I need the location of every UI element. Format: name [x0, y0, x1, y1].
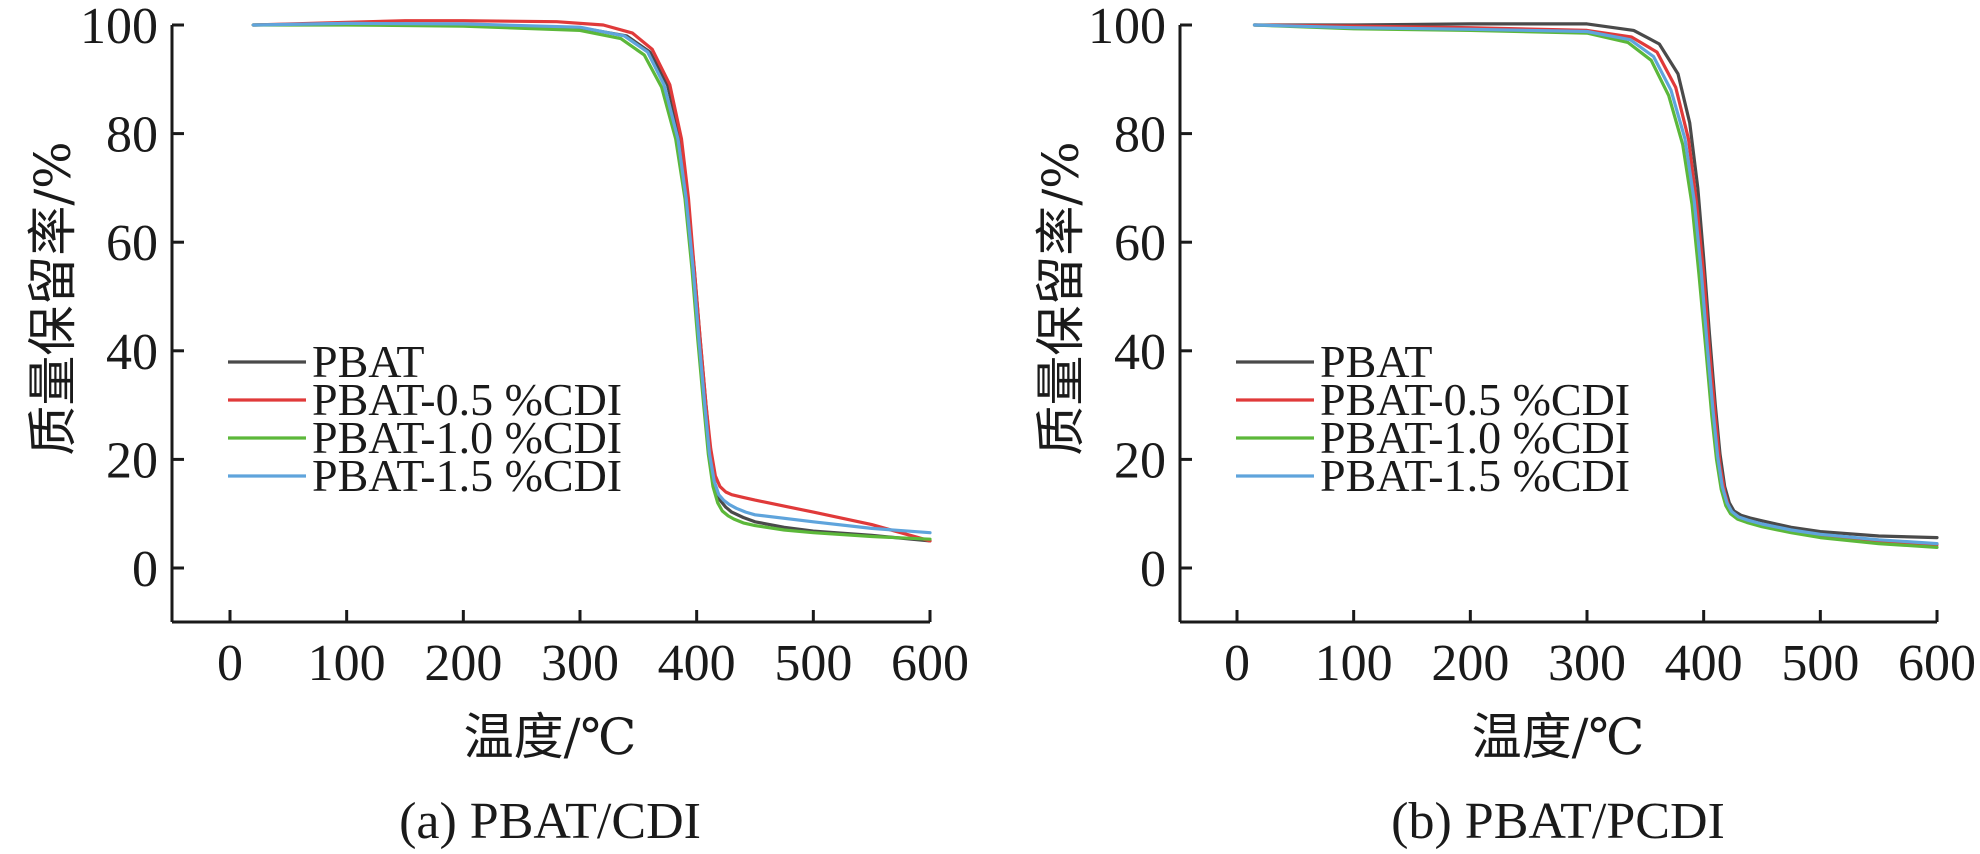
legend-label: PBAT-1.5 %CDI	[1320, 450, 1630, 501]
x-tick-label: 100	[308, 635, 386, 692]
y-axis-title: 质量保留率/%	[1032, 141, 1090, 455]
x-tick-label: 500	[774, 635, 852, 692]
x-tick-label: 600	[891, 635, 969, 692]
legend-label: PBAT-1.0 %CDI	[1320, 412, 1630, 463]
y-tick-label: 60	[1114, 215, 1166, 272]
y-axis-title: 质量保留率/%	[24, 141, 82, 455]
y-tick-label: 40	[1114, 324, 1166, 381]
y-tick-label: 0	[132, 541, 158, 598]
x-tick-label: 0	[1224, 635, 1250, 692]
x-tick-label: 500	[1781, 635, 1859, 692]
y-tick-label: 20	[1114, 432, 1166, 489]
y-tick-label: 80	[106, 107, 158, 164]
chart-panel-b: 0 20 40 60 80 100 0 100 200 300 400 500 600 温度/℃ 质量保留率…	[1032, 0, 1976, 850]
x-tick-label: 600	[1898, 635, 1976, 692]
x-tick-label: 200	[1431, 635, 1509, 692]
x-tick-label: 300	[541, 635, 619, 692]
legend-label: PBAT-1.0 %CDI	[312, 412, 622, 463]
x-tick-label: 400	[1665, 635, 1743, 692]
panel-caption: (b) PBAT/PCDI	[1391, 793, 1725, 850]
legend-label: PBAT	[312, 336, 424, 387]
y-tick-label: 100	[80, 0, 158, 55]
y-tick-label: 40	[106, 324, 158, 381]
x-tick-label: 300	[1548, 635, 1626, 692]
series-line-4	[1252, 23, 1939, 546]
y-tick-label: 80	[1114, 107, 1166, 164]
legend-label: PBAT-1.5 %CDI	[312, 450, 622, 501]
y-tick-label: 60	[106, 215, 158, 272]
x-tick-label: 0	[217, 635, 243, 692]
x-axis-title: 温度/℃	[1472, 708, 1645, 766]
x-axis-title: 温度/℃	[464, 708, 637, 766]
legend-label: PBAT-0.5 %CDI	[312, 374, 622, 425]
x-tick-label: 100	[1315, 635, 1393, 692]
series-line-4	[251, 21, 932, 535]
x-tick-label: 200	[424, 635, 502, 692]
y-tick-label: 100	[1088, 0, 1166, 55]
chart-panel-a: 0 20 40 60 80 100 0 100 200 300 400 500 600 温度/℃ 质量保留率…	[24, 0, 969, 850]
legend-label: PBAT-0.5 %CDI	[1320, 374, 1630, 425]
series-line-3	[1252, 23, 1939, 550]
x-tick-label: 400	[658, 635, 736, 692]
panel-caption: (a) PBAT/CDI	[399, 793, 701, 850]
y-tick-label: 20	[106, 432, 158, 489]
y-tick-label: 0	[1140, 541, 1166, 598]
legend-label: PBAT	[1320, 336, 1432, 387]
